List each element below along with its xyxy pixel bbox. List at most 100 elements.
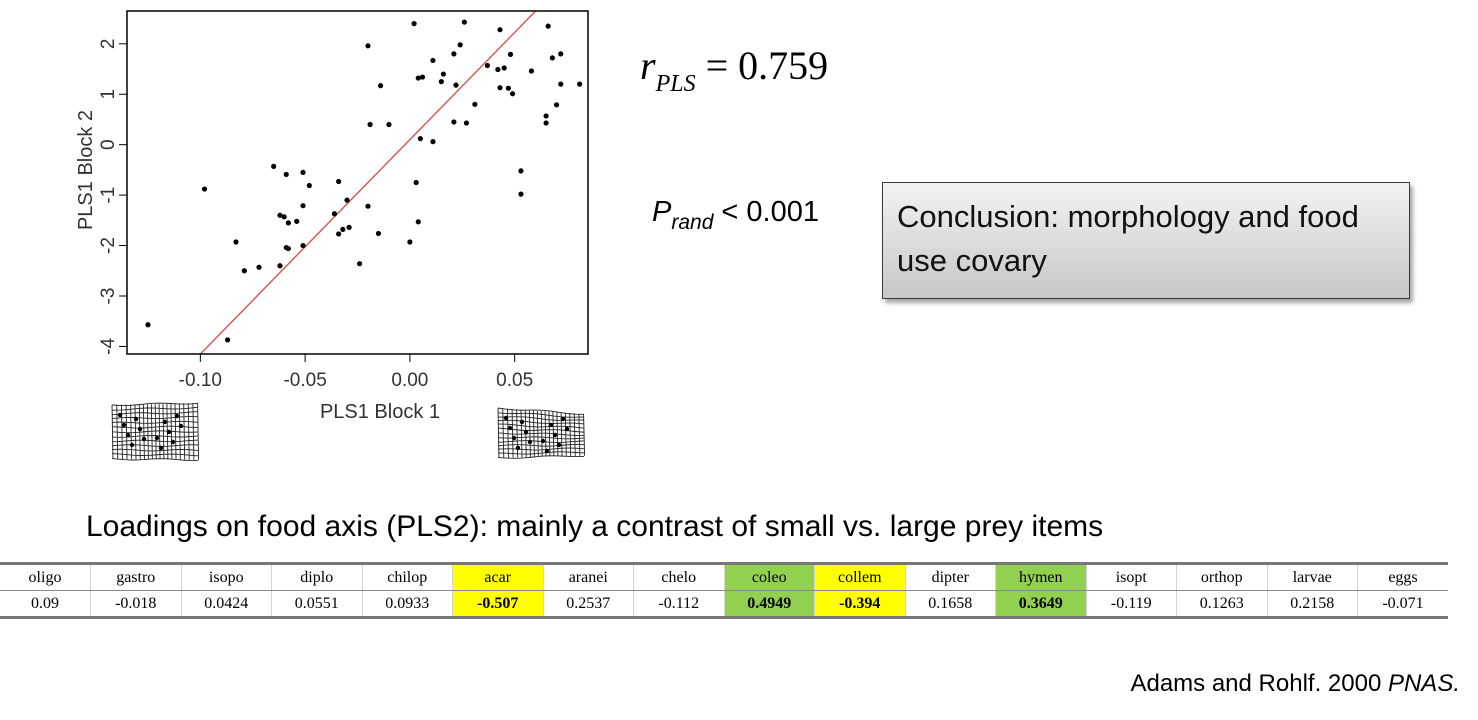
conclusion-text: Conclusion: morphology and food use cova…	[897, 199, 1359, 278]
table-row: 0.09 -0.018 0.0424 0.0551 0.0933 -0.507 0.2537…	[0, 590, 1448, 618]
data-point	[553, 102, 560, 108]
data-point	[495, 66, 501, 73]
column-header-gastro: gastro	[90, 563, 181, 591]
column-header-chilop: chilop	[361, 563, 453, 591]
data-point	[294, 218, 300, 224]
p-rand-statistic: Prand < 0.001	[652, 196, 819, 235]
data-point	[411, 21, 417, 27]
data-point	[417, 136, 423, 142]
data-point	[407, 239, 413, 245]
data-point	[271, 163, 277, 169]
data-point	[285, 220, 291, 226]
data-point	[528, 68, 535, 74]
loading-value-chilop: 0.0933	[361, 590, 453, 618]
data-point	[545, 23, 551, 29]
data-point	[430, 139, 436, 145]
p-value: < 0.001	[713, 196, 819, 228]
data-point	[224, 337, 231, 343]
data-point	[300, 203, 306, 209]
data-point	[277, 263, 283, 269]
data-point	[463, 120, 470, 126]
citation-journal: PNAS.	[1387, 670, 1460, 697]
column-header-collem: collem	[814, 563, 905, 591]
column-header-aranei: aranei	[542, 563, 634, 591]
deformation-grids	[111, 402, 586, 462]
data-point	[577, 81, 583, 87]
y-tick-label: 1	[98, 89, 119, 100]
data-point	[430, 57, 436, 64]
y-tick-label: 0	[98, 139, 119, 150]
data-point	[306, 182, 312, 189]
p-subscript: rand	[671, 211, 714, 234]
data-point	[336, 231, 342, 237]
column-header-eggs: eggs	[1357, 563, 1448, 591]
data-point	[497, 85, 503, 91]
y-tick-label: -4	[98, 338, 119, 355]
r-pls-statistic: rPLS = 0.759	[640, 42, 828, 98]
citation: Adams and Rohlf. 2000 PNAS.	[1130, 670, 1460, 698]
loading-value-acar: -0.507	[452, 590, 543, 618]
data-point	[472, 101, 478, 107]
data-point	[419, 74, 426, 80]
deformation-grid	[111, 402, 200, 462]
data-point	[386, 121, 392, 128]
y-tick-label: -2	[98, 237, 119, 254]
data-point	[241, 268, 247, 274]
x-tick-label: -0.05	[283, 370, 326, 391]
data-point	[497, 27, 503, 33]
column-header-chelo: chelo	[633, 563, 724, 591]
data-point	[505, 85, 511, 91]
data-point	[415, 219, 421, 225]
column-header-coleo: coleo	[723, 563, 815, 591]
data-point	[543, 120, 549, 126]
data-point	[300, 169, 306, 176]
loading-value-orthop: 0.1263	[1176, 590, 1267, 618]
citation-authors: Adams and Rohlf. 2000	[1130, 670, 1388, 697]
data-point	[281, 214, 287, 220]
data-point	[518, 191, 524, 197]
data-point	[558, 81, 564, 87]
data-point	[285, 245, 291, 252]
x-tick-label: -0.10	[179, 370, 222, 391]
data-point	[145, 322, 151, 328]
data-point	[375, 230, 382, 237]
y-tick-label: 2	[98, 38, 119, 49]
data-point	[365, 203, 371, 209]
column-header-dipter: dipter	[904, 563, 996, 591]
data-point	[201, 186, 208, 192]
p-symbol: P	[652, 196, 672, 228]
deformation-grid	[497, 407, 586, 459]
data-point	[501, 65, 507, 71]
column-header-oligo: oligo	[0, 563, 91, 591]
data-point	[367, 121, 373, 128]
data-point	[461, 19, 467, 25]
data-point	[346, 224, 352, 230]
data-point	[377, 83, 384, 89]
loading-value-eggs: -0.071	[1357, 590, 1448, 618]
conclusion-box: Conclusion: morphology and food use cova…	[882, 182, 1410, 299]
data-point	[484, 62, 491, 69]
column-header-orthop: orthop	[1176, 563, 1267, 591]
data-point	[438, 79, 444, 85]
data-point	[283, 171, 289, 178]
loading-value-coleo: 0.4949	[723, 590, 815, 618]
x-axis-title: PLS1 Block 1	[320, 401, 440, 423]
column-header-isopt: isopt	[1085, 563, 1177, 591]
r-subscript: PLS	[655, 71, 696, 97]
column-header-acar: acar	[452, 563, 543, 591]
data-point	[451, 51, 457, 57]
data-point	[356, 261, 363, 267]
data-point	[331, 211, 338, 217]
x-tick-label: 0.00	[391, 370, 428, 391]
regression-line	[199, 10, 537, 355]
loading-value-oligo: 0.09	[31, 594, 59, 612]
data-point	[344, 197, 350, 203]
y-tick-label: -3	[98, 288, 119, 305]
column-header-diplo: diplo	[271, 563, 362, 591]
data-point	[340, 226, 346, 233]
data-point	[300, 242, 306, 249]
data-point	[233, 239, 239, 245]
r-symbol: r	[640, 43, 656, 88]
loadings-heading: Loadings on food axis (PLS2): mainly a c…	[86, 510, 1104, 543]
loading-value-collem: -0.394	[814, 590, 905, 618]
